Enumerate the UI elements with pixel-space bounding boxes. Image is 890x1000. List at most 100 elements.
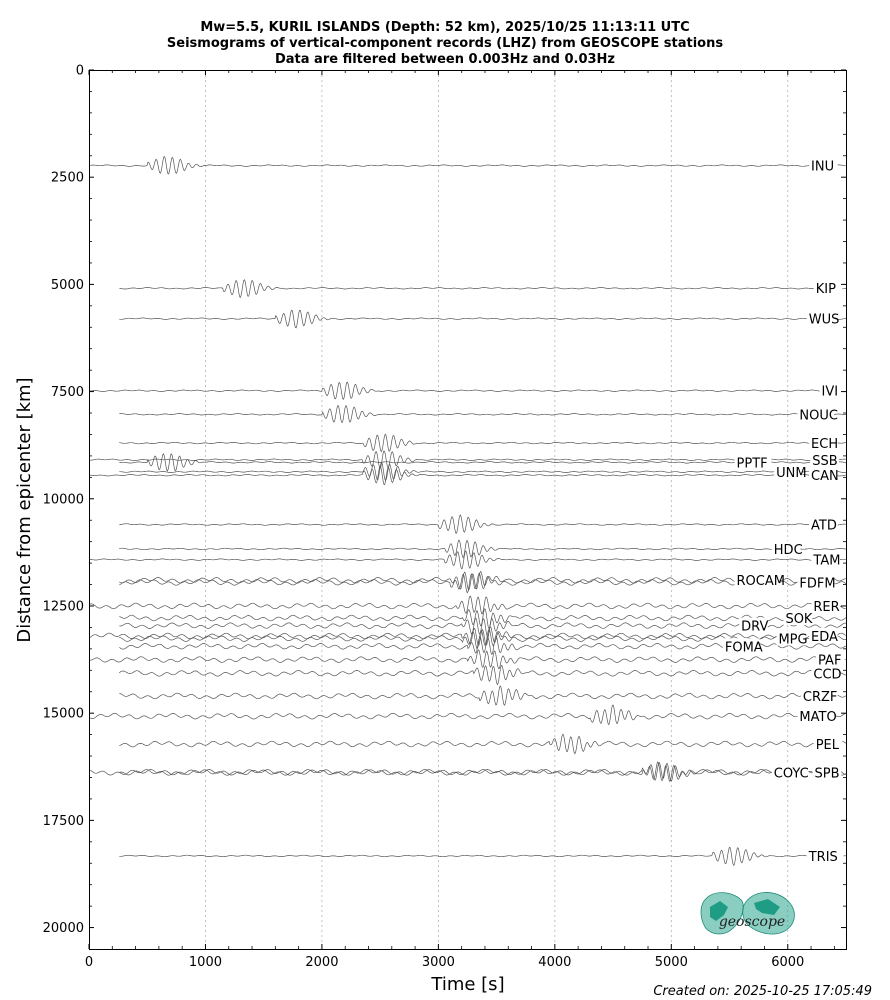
station-label-ssb: SSB [812, 454, 837, 469]
station-label-coyc: COYC [774, 766, 809, 781]
globe-land-1 [710, 901, 728, 921]
station-label-spb: SPB [815, 766, 840, 781]
station-label-bg [809, 435, 838, 451]
trace-crzf [119, 685, 847, 706]
station-label-bg [797, 406, 835, 422]
y-tick-label: 5000 [51, 278, 84, 293]
station-label-crzf: CRZF [803, 690, 838, 705]
trace-inu [88, 155, 846, 175]
station-label-inu: INU [811, 160, 834, 175]
trace-ech [119, 433, 847, 453]
trace-fdfm [119, 572, 847, 594]
station-label-wus: WUS [809, 313, 840, 328]
station-label-bg [806, 310, 836, 326]
station-label-tris: TRIS [808, 850, 838, 865]
x-tick-label: 1000 [189, 955, 222, 970]
station-label-mpg: MPG [778, 633, 807, 648]
x-tick-label: 0 [85, 955, 93, 970]
trace-mpg [119, 628, 847, 650]
globe-land-2 [754, 899, 780, 915]
station-label-bg [734, 454, 772, 470]
trace-hdc [119, 539, 846, 559]
station-label-eda: EDA [811, 630, 838, 645]
station-label-bg [771, 540, 801, 556]
station-label-fdfm: FDFM [799, 576, 835, 591]
station-label-bg [816, 651, 845, 667]
geoscope-logo: geoscope [700, 892, 795, 935]
station-label-ech: ECH [811, 437, 838, 452]
y-axis-ticks: 0 2500 5000 7500 10000 12500 15000 17500 20000 [43, 64, 846, 936]
station-label-nouc: NOUC [799, 408, 838, 423]
station-label-bg [771, 764, 809, 780]
station-label-bg [776, 630, 806, 646]
trace-spb [88, 761, 847, 782]
station-label-bg [809, 516, 838, 532]
plot-frame [89, 70, 847, 950]
trace-wus [119, 309, 846, 329]
trace-tam [89, 550, 846, 569]
station-label-pel: PEL [816, 738, 840, 753]
station-label-bg [809, 627, 838, 643]
trace-ssb [89, 450, 846, 469]
x-axis-ticks: 0 1000 2000 3000 4000 5000 6000 [85, 70, 835, 970]
station-label-bg [809, 157, 838, 173]
station-label-ivi: IVI [822, 385, 839, 400]
trace-pptf [119, 453, 847, 472]
station-label-hdc: HDC [774, 543, 803, 558]
trace-can [88, 465, 846, 486]
station-label-rer: RER [813, 600, 839, 615]
station-label-bg [810, 451, 839, 467]
chart-title-line-1: Mw=5.5, KURIL ISLANDS (Depth: 52 km), 20… [200, 20, 689, 35]
trace-ivi [88, 381, 846, 400]
trace-rocam [119, 570, 846, 591]
station-label-bg [774, 463, 803, 479]
station-label-bg [811, 551, 840, 567]
station-label-rocam: ROCAM [737, 574, 785, 589]
y-tick-label: 0 [76, 64, 84, 79]
station-label-paf: PAF [818, 654, 841, 669]
station-label-can: CAN [811, 469, 839, 484]
trace-sok [119, 608, 847, 629]
station-label-foma: FOMA [725, 640, 763, 655]
station-label-drv: DRV [741, 620, 768, 635]
x-tick-label: 3000 [422, 955, 455, 970]
station-labels: INU KIP WUS IVI NOUC ECH SSB PPTF UNM CAN ATD HDC TA… [722, 157, 849, 865]
x-tick-label: 6000 [771, 955, 804, 970]
y-tick-label: 20000 [43, 921, 84, 936]
station-label-bg [809, 467, 838, 483]
station-label-bg [783, 609, 813, 625]
trace-rer [88, 595, 846, 615]
y-tick-label: 2500 [51, 171, 84, 186]
x-tick-label: 2000 [305, 955, 338, 970]
trace-pel [119, 733, 847, 755]
y-tick-label: 10000 [43, 492, 84, 507]
station-label-bg [722, 638, 760, 654]
station-label-pptf: PPTF [737, 456, 768, 471]
y-tick-label: 15000 [43, 707, 84, 722]
y-tick-label: 17500 [43, 814, 84, 829]
trace-ccd [119, 664, 847, 686]
grid-lines [205, 70, 789, 949]
station-label-kip: KIP [816, 282, 836, 297]
x-tick-label: 4000 [538, 955, 571, 970]
station-label-sok: SOK [785, 612, 812, 627]
logo-text: geoscope [719, 914, 785, 930]
trace-coyc [119, 762, 847, 782]
trace-tris [119, 847, 846, 866]
station-label-bg [811, 665, 840, 681]
seismogram-traces [88, 155, 847, 866]
station-label-atd: ATD [811, 519, 837, 534]
station-label-bg [812, 764, 842, 780]
chart-title-line-2: Seismograms of vertical-component record… [167, 36, 723, 51]
station-label-bg [797, 708, 835, 724]
chart-title-line-3: Data are filtered between 0.003Hz and 0.… [275, 52, 615, 67]
trace-mato [88, 704, 846, 726]
x-axis-label: Time [s] [430, 974, 504, 995]
station-label-tam: TAM [812, 554, 840, 569]
station-label-bg [797, 574, 835, 590]
station-label-bg [811, 597, 840, 613]
created-timestamp: Created on: 2025-10-25 17:05:49 [653, 984, 872, 999]
station-label-bg [806, 847, 844, 863]
station-label-unm: UNM [776, 466, 806, 481]
station-label-bg [819, 382, 849, 398]
